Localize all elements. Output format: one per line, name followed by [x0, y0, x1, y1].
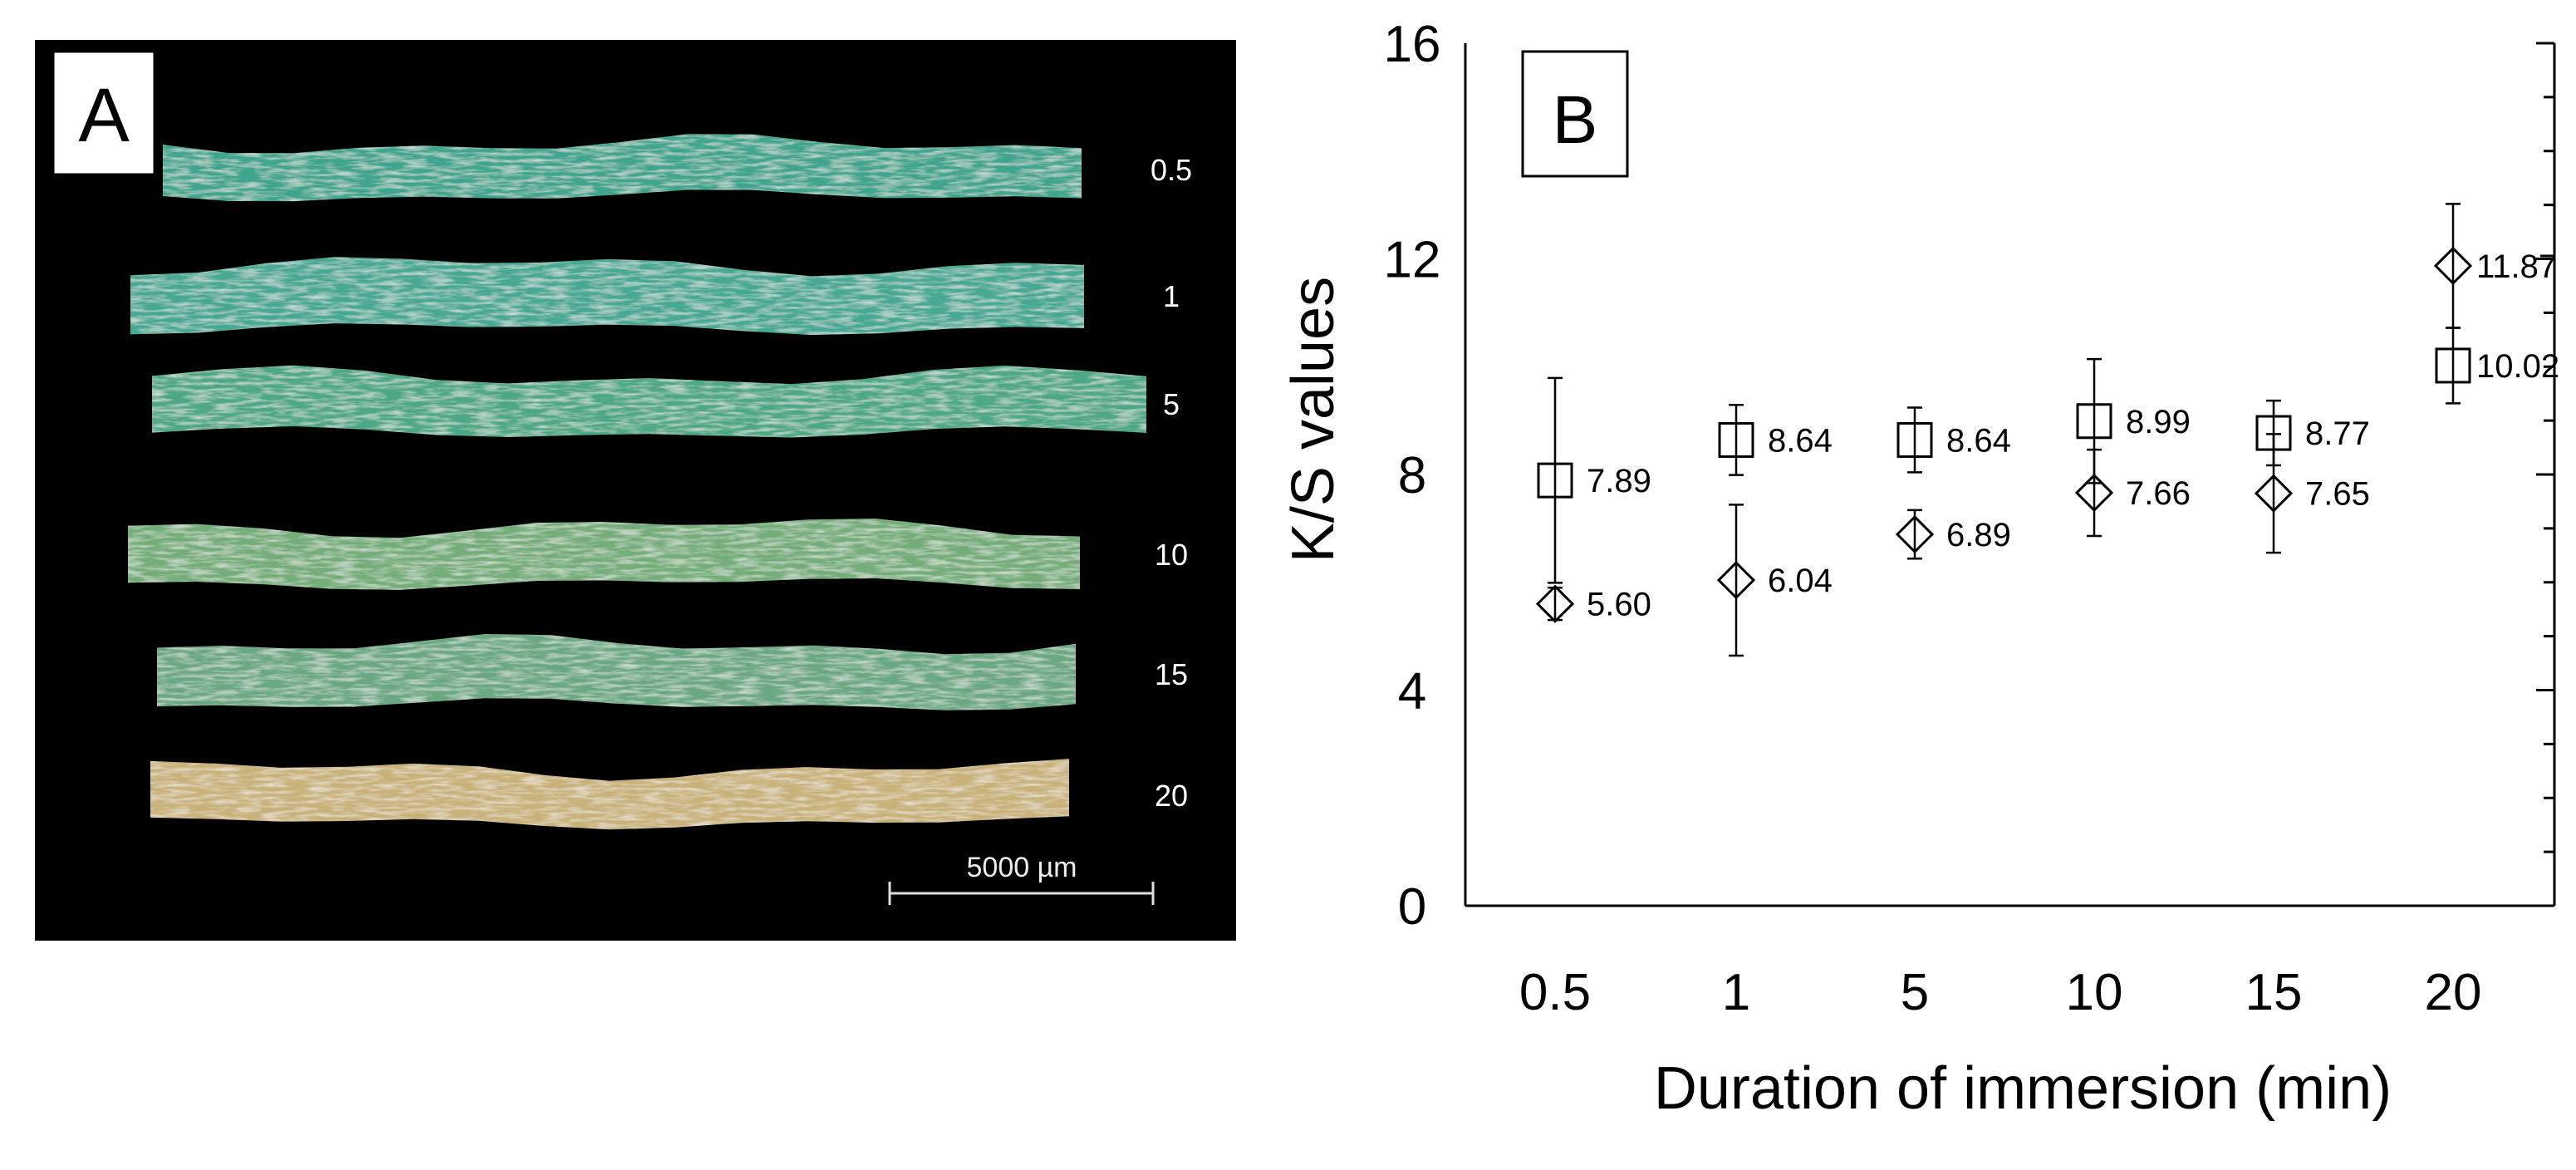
yarn-strand — [150, 759, 1069, 830]
x-tick-label: 1 — [1722, 964, 1750, 1021]
x-axis-title: Duration of immersion (min) — [1654, 1055, 2392, 1122]
data-point-diamond — [1895, 514, 1935, 554]
data-label: 7.65 — [2305, 476, 2370, 513]
x-tick-label: 15 — [2245, 964, 2303, 1021]
data-label: 8.99 — [2126, 404, 2191, 440]
data-label: 6.04 — [1768, 563, 1833, 599]
yarn-strand — [157, 634, 1076, 710]
data-point-diamond — [2433, 246, 2473, 286]
yarn-label: 15 — [1155, 657, 1188, 691]
yarn-strand — [152, 365, 1146, 438]
data-label: 8.77 — [2305, 415, 2370, 452]
data-point-diamond — [2074, 473, 2114, 513]
yarn-label: 1 — [1163, 279, 1180, 313]
yarn-label: 0.5 — [1151, 153, 1192, 187]
data-label: 8.64 — [1946, 422, 2011, 459]
data-point-diamond — [1535, 584, 1575, 623]
yarn-strand — [130, 257, 1084, 336]
panel-a-label: A — [78, 73, 130, 158]
yarn-strand — [163, 134, 1082, 202]
data-label: 5.60 — [1587, 587, 1651, 623]
data-label: 6.89 — [1946, 517, 2011, 553]
data-label: 10.02 — [2476, 348, 2559, 385]
yarn-label: 20 — [1155, 779, 1188, 813]
x-tick-label: 20 — [2425, 964, 2482, 1021]
data-point-square — [1537, 462, 1573, 499]
data-label: 7.66 — [2126, 475, 2191, 512]
yarn-strand — [128, 519, 1080, 590]
panel-a-label-box — [52, 50, 156, 176]
data-point-diamond — [2254, 474, 2294, 513]
x-tick-label: 5 — [1901, 964, 1929, 1021]
data-point-square — [2435, 347, 2471, 384]
data-label: 8.64 — [1768, 422, 1833, 459]
yarn-label: 5 — [1163, 387, 1180, 421]
y-tick-label: 16 — [1384, 16, 1441, 73]
data-label: 7.89 — [1587, 463, 1651, 499]
data-point-square — [1896, 421, 1933, 458]
x-tick-label: 0.5 — [1519, 964, 1591, 1021]
panel-b-label: B — [1553, 82, 1598, 158]
y-tick-label: 4 — [1398, 663, 1426, 720]
data-point-square — [2076, 403, 2112, 440]
scale-bar-label: 5000 µm — [967, 852, 1077, 883]
data-point-square — [1718, 421, 1754, 458]
y-tick-label: 0 — [1398, 878, 1426, 936]
data-point-diamond — [1716, 561, 1756, 600]
data-label: 11.87 — [2476, 248, 2557, 285]
y-axis-title: K/S values — [1280, 277, 1347, 563]
y-tick-label: 8 — [1398, 447, 1426, 504]
y-tick-label: 12 — [1384, 232, 1441, 289]
yarn-label: 10 — [1155, 538, 1188, 572]
x-tick-label: 10 — [2066, 964, 2123, 1021]
panel-b-label-box — [1521, 50, 1629, 178]
